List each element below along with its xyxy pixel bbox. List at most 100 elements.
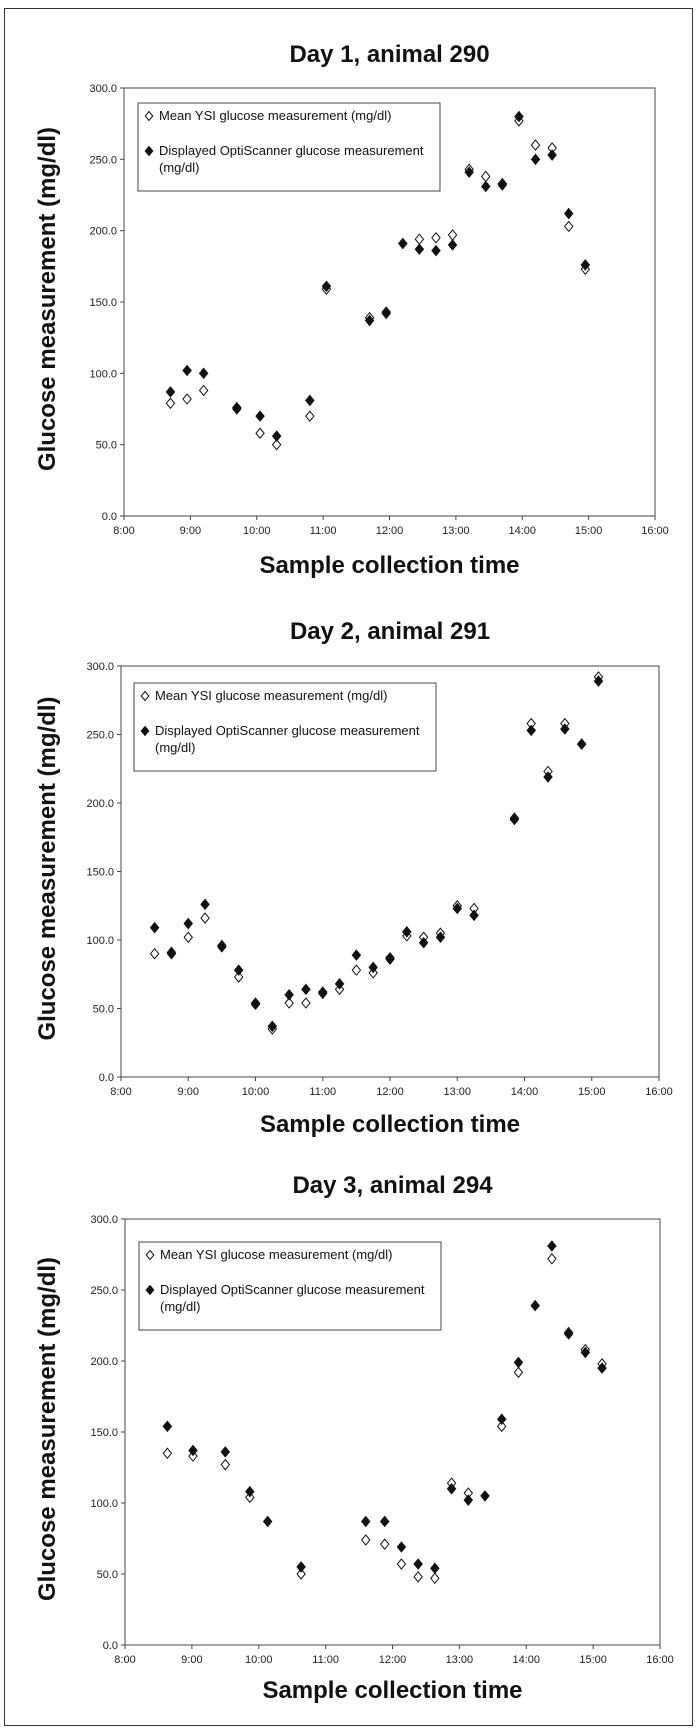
optiscanner-point (543, 771, 553, 783)
y-tick-label: 200.0 (90, 1356, 118, 1368)
x-tick-label: 9:00 (180, 525, 201, 537)
x-axis-label: Sample collection time (262, 1677, 522, 1704)
ysi-point (183, 931, 193, 944)
y-axis-label: Glucose measurement (mg/dl) (34, 696, 61, 1040)
legend-entry-line: (mg/dl) (155, 740, 195, 755)
optiscanner-point (464, 166, 474, 178)
optiscanner-point (580, 259, 591, 271)
x-tick-label: 15:00 (578, 1086, 606, 1098)
ysi-point (431, 232, 441, 244)
ysi-point (513, 1366, 524, 1379)
optiscanner-point (368, 961, 378, 974)
y-axis-label: Glucose measurement (mg/dl) (34, 127, 61, 471)
chart-title: Day 2, animal 291 (290, 618, 490, 645)
optiscanner-point (497, 179, 508, 191)
ysi-point (200, 912, 210, 924)
ysi-point (351, 964, 362, 976)
optiscanner-point (232, 401, 242, 414)
optiscanner-point (452, 902, 462, 915)
optiscanner-point (402, 925, 412, 938)
optiscanner-point (200, 898, 210, 911)
ysi-point (496, 1420, 507, 1433)
optiscanner-point (271, 430, 282, 442)
legend-box (137, 102, 441, 192)
optiscanner-point (262, 1515, 273, 1528)
optiscanner-point (301, 983, 311, 996)
legend-entry: Displayed OptiScanner glucose measuremen… (160, 1282, 425, 1314)
legend-entry-line: Displayed OptiScanner glucose measuremen… (155, 723, 420, 738)
y-tick-label: 300.0 (89, 83, 117, 95)
optiscanner-point (398, 237, 408, 250)
x-tick-label: 12:00 (376, 525, 404, 537)
optiscanner-point (447, 239, 458, 251)
optiscanner-point (513, 1356, 524, 1369)
x-tick-label: 13:00 (443, 1086, 471, 1098)
y-tick-label: 200.0 (86, 798, 114, 810)
optiscanner-point (385, 953, 395, 965)
x-tick-label: 8:00 (110, 1086, 131, 1098)
y-tick-label: 100.0 (90, 1498, 118, 1510)
optiscanner-point (463, 1494, 474, 1506)
x-tick-label: 14:00 (508, 525, 536, 537)
x-tick-label: 10:00 (245, 1654, 273, 1666)
legend-box (138, 1241, 442, 1331)
optiscanner-point (480, 1490, 490, 1502)
y-tick-label: 50.0 (97, 1569, 118, 1581)
x-tick-label: 11:00 (309, 1086, 336, 1098)
y-tick-label: 300.0 (86, 661, 114, 673)
ysi-point (162, 1447, 173, 1460)
legend-marker-optiscanner (144, 145, 154, 157)
y-tick-label: 250.0 (86, 730, 114, 742)
ysi-point (271, 438, 282, 451)
optiscanner-point (509, 813, 520, 826)
x-tick-label: 10:00 (242, 1086, 270, 1098)
y-axis-label: Glucose measurement (mg/dl) (34, 1257, 61, 1601)
optiscanner-point (418, 936, 429, 949)
optiscanner-point (381, 307, 391, 320)
optiscanner-point (414, 243, 425, 256)
y-tick-label: 50.0 (93, 1004, 114, 1016)
optiscanner-point (480, 180, 491, 193)
y-tick-label: 250.0 (89, 154, 117, 166)
optiscanner-point (514, 110, 524, 123)
optiscanner-point (563, 1328, 574, 1340)
optiscanner-point (580, 1346, 591, 1359)
ysi-point (530, 139, 541, 151)
x-tick-label: 13:00 (446, 1654, 474, 1666)
y-tick-label: 100.0 (86, 935, 114, 947)
optiscanner-point (255, 410, 265, 422)
optiscanner-point (446, 1483, 457, 1495)
optiscanner-point (188, 1444, 198, 1457)
y-tick-label: 150.0 (89, 297, 117, 309)
ysi-point (361, 1534, 371, 1546)
ysi-point (165, 397, 176, 410)
legend-entry: Displayed OptiScanner glucose measuremen… (155, 723, 420, 755)
ysi-point (255, 427, 265, 440)
ysi-point (182, 393, 192, 405)
y-tick-label: 150.0 (86, 867, 114, 879)
chart-2: Day 2, animal 291 0.0 50.0 100.0 150.0 200.0 2… (34, 618, 673, 1138)
ysi-point (233, 971, 244, 983)
x-tick-label: 16:00 (641, 525, 669, 537)
optiscanner-point (183, 917, 193, 930)
optiscanner-point (250, 998, 261, 1011)
x-tick-label: 9:00 (178, 1086, 199, 1098)
optiscanner-point (296, 1561, 306, 1573)
x-tick-label: 14:00 (512, 1654, 540, 1666)
chart-3: Day 3, animal 294 0.0 50.0 100.0 150.0 200.0 2… (34, 1172, 674, 1704)
optiscanner-point (162, 1420, 173, 1433)
ysi-point (301, 997, 311, 1009)
y-tick-label: 250.0 (90, 1285, 118, 1297)
ysi-point (396, 1558, 407, 1570)
optiscanner-point (361, 1515, 371, 1528)
legend-entry-line: (mg/dl) (160, 1299, 200, 1314)
ysi-point (284, 997, 294, 1009)
ysi-point (220, 1458, 231, 1471)
x-tick-label: 16:00 (646, 1654, 674, 1666)
optiscanner-point (469, 909, 479, 922)
x-tick-label: 8:00 (113, 525, 134, 537)
y-tick-label: 200.0 (89, 226, 117, 238)
y-tick-label: 0.0 (103, 1640, 118, 1652)
legend-entry: Mean YSI glucose measurement (mg/dl) (155, 688, 387, 703)
